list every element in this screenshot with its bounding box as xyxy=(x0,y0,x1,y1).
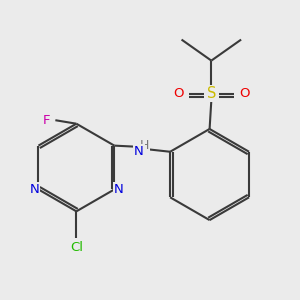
Text: H: H xyxy=(139,140,149,152)
Text: N: N xyxy=(29,183,39,196)
Text: O: O xyxy=(173,87,184,101)
Text: O: O xyxy=(239,87,250,101)
Text: S: S xyxy=(207,86,216,101)
Text: N: N xyxy=(114,183,123,196)
Text: F: F xyxy=(43,114,50,127)
Text: Cl: Cl xyxy=(70,241,83,254)
Text: N: N xyxy=(134,145,144,158)
